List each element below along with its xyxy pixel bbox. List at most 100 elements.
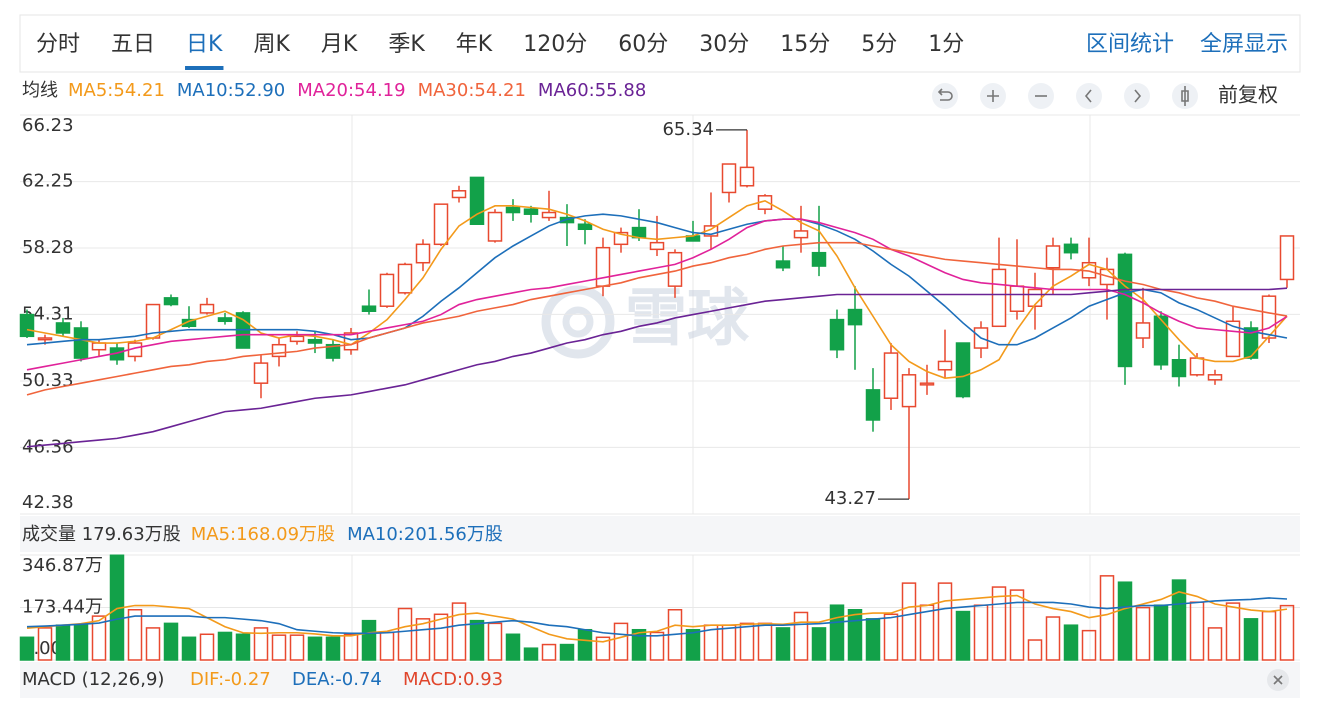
candle-body (91, 342, 107, 351)
legend-entry: MA10:52.90 (177, 80, 285, 101)
volume-bar (793, 611, 809, 661)
y-tick-label: 346.87万 (22, 555, 103, 576)
volume-bar (1171, 579, 1187, 661)
macd-legend-bar (20, 662, 1300, 698)
volume-bar (163, 622, 179, 661)
candle-body (991, 268, 1007, 328)
macd-dea: DEA:-0.74 (292, 669, 382, 690)
left-icon (1084, 89, 1092, 103)
candle-body (1171, 359, 1187, 378)
link[interactable]: 区间统计 (1086, 32, 1174, 57)
tab[interactable]: 60分 (618, 32, 668, 57)
candle-body (811, 251, 827, 267)
candle-body (775, 260, 791, 269)
undo-button[interactable] (932, 83, 958, 109)
tab[interactable]: 5分 (861, 32, 897, 57)
tab[interactable]: 30分 (699, 32, 749, 57)
candle-body (379, 273, 395, 307)
volume-bar (685, 628, 701, 661)
candle-body (271, 343, 287, 358)
next-button[interactable] (1124, 83, 1150, 109)
link[interactable]: 全屏显示 (1200, 32, 1288, 57)
ma-line (26, 287, 1288, 448)
volume-bar (1081, 629, 1097, 661)
candle-body (487, 211, 503, 242)
volume-bar (973, 604, 989, 661)
candle-body (937, 360, 953, 371)
legend-entry: MA20:54.19 (297, 80, 405, 101)
volume-bar (91, 615, 107, 661)
volume-bar (307, 636, 323, 661)
volume-bar (991, 586, 1007, 661)
y-tick-label: 54.31 (22, 303, 74, 324)
tab[interactable]: 1分 (928, 32, 964, 57)
volume-bar (541, 643, 557, 661)
candle-body (883, 352, 899, 399)
volume-bar (469, 619, 485, 661)
undo-icon (937, 88, 953, 101)
candle-body (73, 327, 89, 359)
tab[interactable]: 15分 (780, 32, 830, 57)
volume-bar (253, 627, 269, 661)
prev-button[interactable] (1076, 83, 1102, 109)
candle-body (289, 335, 305, 343)
candle-body (307, 338, 323, 344)
candle-body (847, 308, 863, 326)
annotation: 65.34 (662, 119, 714, 140)
y-tick-label: 62.25 (22, 171, 74, 192)
tab[interactable]: 日K (186, 32, 223, 57)
toolbar (932, 83, 1289, 691)
volume-bar (1261, 610, 1277, 661)
candle-body (451, 190, 467, 199)
candle-body (397, 263, 413, 294)
watermark-text: 雪球 (625, 281, 750, 354)
volume-bar (145, 627, 161, 661)
tab[interactable]: 分时 (36, 32, 80, 57)
candle-body (829, 318, 845, 351)
candle-body (181, 318, 197, 328)
candle-body (649, 241, 665, 251)
macd-value: MACD:0.93 (403, 669, 503, 690)
volume-bar (1153, 604, 1169, 661)
volume-bar (559, 643, 575, 661)
ma-line (26, 241, 1288, 396)
volume-bar (955, 610, 971, 661)
tab[interactable]: 周K (253, 32, 290, 57)
volume-bar (289, 634, 305, 661)
tab[interactable]: 年K (456, 32, 493, 57)
volume-bar (649, 631, 665, 661)
volume-bar (1117, 581, 1133, 661)
volume-bar (1045, 616, 1061, 661)
y-tick-label: 173.44万 (22, 596, 103, 617)
volume-bar (181, 636, 197, 661)
watermark: 雪球 (541, 281, 750, 359)
price-adjust[interactable]: 前复权 (1218, 83, 1278, 107)
legend-entry: MA30:54.21 (418, 80, 526, 101)
volume-bar (397, 607, 413, 661)
volume-bar (1243, 618, 1259, 661)
volume-bar (829, 604, 845, 661)
volume-bar (919, 604, 935, 661)
volume-bar (1207, 627, 1223, 661)
volume-bar (325, 636, 341, 661)
close-icon (1273, 675, 1283, 685)
volume-bar (613, 622, 629, 661)
watermark-logo (562, 306, 594, 338)
volume-bar (1189, 601, 1205, 661)
legend-entry: MA10:201.56万股 (347, 524, 503, 545)
candle-body (415, 243, 431, 264)
ma-line (26, 199, 1288, 379)
tab[interactable]: 五日 (111, 32, 155, 57)
y-tick-label: 42.38 (22, 492, 74, 513)
candle-body (541, 211, 557, 219)
tab[interactable]: 120分 (523, 32, 587, 57)
volume-bar (865, 618, 881, 661)
volume-bar (19, 636, 35, 661)
macd-title: MACD (12,26,9) (22, 669, 164, 690)
volume-bar (523, 647, 539, 661)
tab[interactable]: 季K (388, 32, 425, 57)
volume-bar (235, 633, 251, 661)
y-tick-label: 58.28 (22, 237, 74, 258)
tab[interactable]: 月K (321, 32, 358, 57)
volume-bar (883, 613, 899, 661)
